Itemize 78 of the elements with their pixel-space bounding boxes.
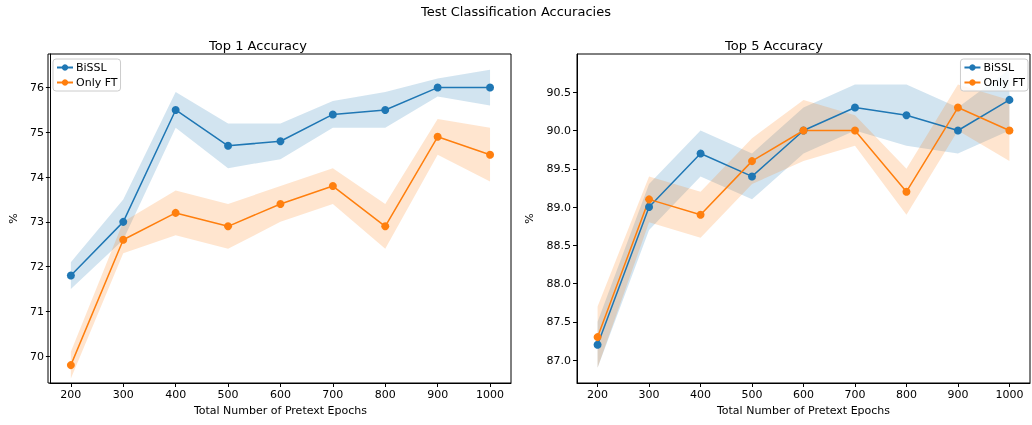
y-tick-label: 87.5 — [546, 315, 571, 329]
point — [645, 195, 654, 204]
x-tick-label: 900 — [427, 388, 449, 401]
point — [119, 217, 128, 226]
y-tick-label: 87.0 — [546, 353, 571, 367]
y-tick-label: 89.5 — [546, 162, 571, 176]
x-tick-label: 400 — [690, 388, 712, 401]
point — [850, 103, 859, 112]
point — [748, 172, 757, 181]
point — [381, 222, 390, 231]
x-tick-label: 600 — [793, 388, 814, 401]
point — [902, 187, 911, 196]
point — [224, 141, 233, 150]
x-tick-label: 300 — [638, 388, 660, 401]
point — [66, 271, 75, 280]
y-tick-label: 88.5 — [546, 238, 571, 252]
y-tick-label: 73 — [29, 215, 44, 229]
point — [953, 103, 962, 112]
point — [902, 111, 911, 120]
x-tick-label: 300 — [112, 388, 134, 401]
x-tick-label: 700 — [844, 388, 866, 401]
x-tick-label: 1000 — [476, 388, 505, 401]
point — [1005, 95, 1014, 104]
legend-label: Only FT — [983, 76, 1026, 89]
legend-label: Only FT — [76, 76, 118, 89]
point — [224, 222, 233, 231]
point — [381, 105, 390, 114]
point — [1005, 126, 1014, 135]
point — [696, 149, 705, 158]
x-tick-label: 200 — [587, 388, 609, 401]
point — [593, 340, 602, 349]
point — [593, 333, 602, 342]
y-tick-label: 89.0 — [546, 200, 571, 214]
point — [953, 126, 962, 135]
y-tick-label: 75 — [29, 125, 44, 139]
x-tick-label: 500 — [741, 388, 763, 401]
point — [696, 210, 705, 219]
point — [433, 132, 442, 141]
y-tick-label: 74 — [29, 170, 44, 184]
x-tick-label: 600 — [269, 388, 291, 401]
chart-title: Top 5 Accuracy — [724, 38, 824, 53]
y-axis-title: % — [523, 213, 536, 224]
x-tick-label: 500 — [217, 388, 239, 401]
y-tick-label: 71 — [29, 304, 44, 318]
y-tick-label: 76 — [29, 81, 44, 95]
x-tick-label: 800 — [895, 388, 917, 401]
y-tick-label: 88.0 — [546, 277, 571, 291]
y-tick-label: 90.5 — [546, 85, 571, 99]
x-tick-label: 200 — [60, 388, 82, 401]
chart-title: Top 1 Accuracy — [208, 38, 308, 53]
x-tick-label: 800 — [374, 388, 396, 401]
y-tick-label: 90.0 — [546, 124, 571, 138]
y-tick-label: 70 — [29, 349, 44, 363]
point — [276, 199, 285, 208]
legend-label: BiSSL — [76, 61, 108, 74]
point — [276, 137, 285, 146]
x-tick-label: 700 — [322, 388, 344, 401]
y-axis-title: % — [7, 213, 20, 224]
x-tick-label: 1000 — [995, 388, 1024, 401]
point — [328, 182, 337, 191]
point — [486, 83, 495, 92]
point — [66, 361, 75, 370]
point — [433, 83, 442, 92]
legend-label: BiSSL — [983, 61, 1016, 74]
point — [171, 208, 180, 217]
point — [645, 203, 654, 212]
point — [748, 157, 757, 166]
point — [171, 105, 180, 114]
point — [486, 150, 495, 159]
point — [850, 126, 859, 135]
y-tick-label: 72 — [29, 260, 44, 274]
x-axis-title: Total Number of Pretext Epochs — [192, 403, 368, 417]
x-axis-title: Total Number of Pretext Epochs — [715, 403, 891, 417]
text: Test Classification Accuracies — [420, 4, 612, 19]
x-tick-label: 400 — [165, 388, 187, 401]
x-tick-label: 900 — [947, 388, 969, 401]
point — [119, 235, 128, 244]
point — [328, 110, 337, 119]
